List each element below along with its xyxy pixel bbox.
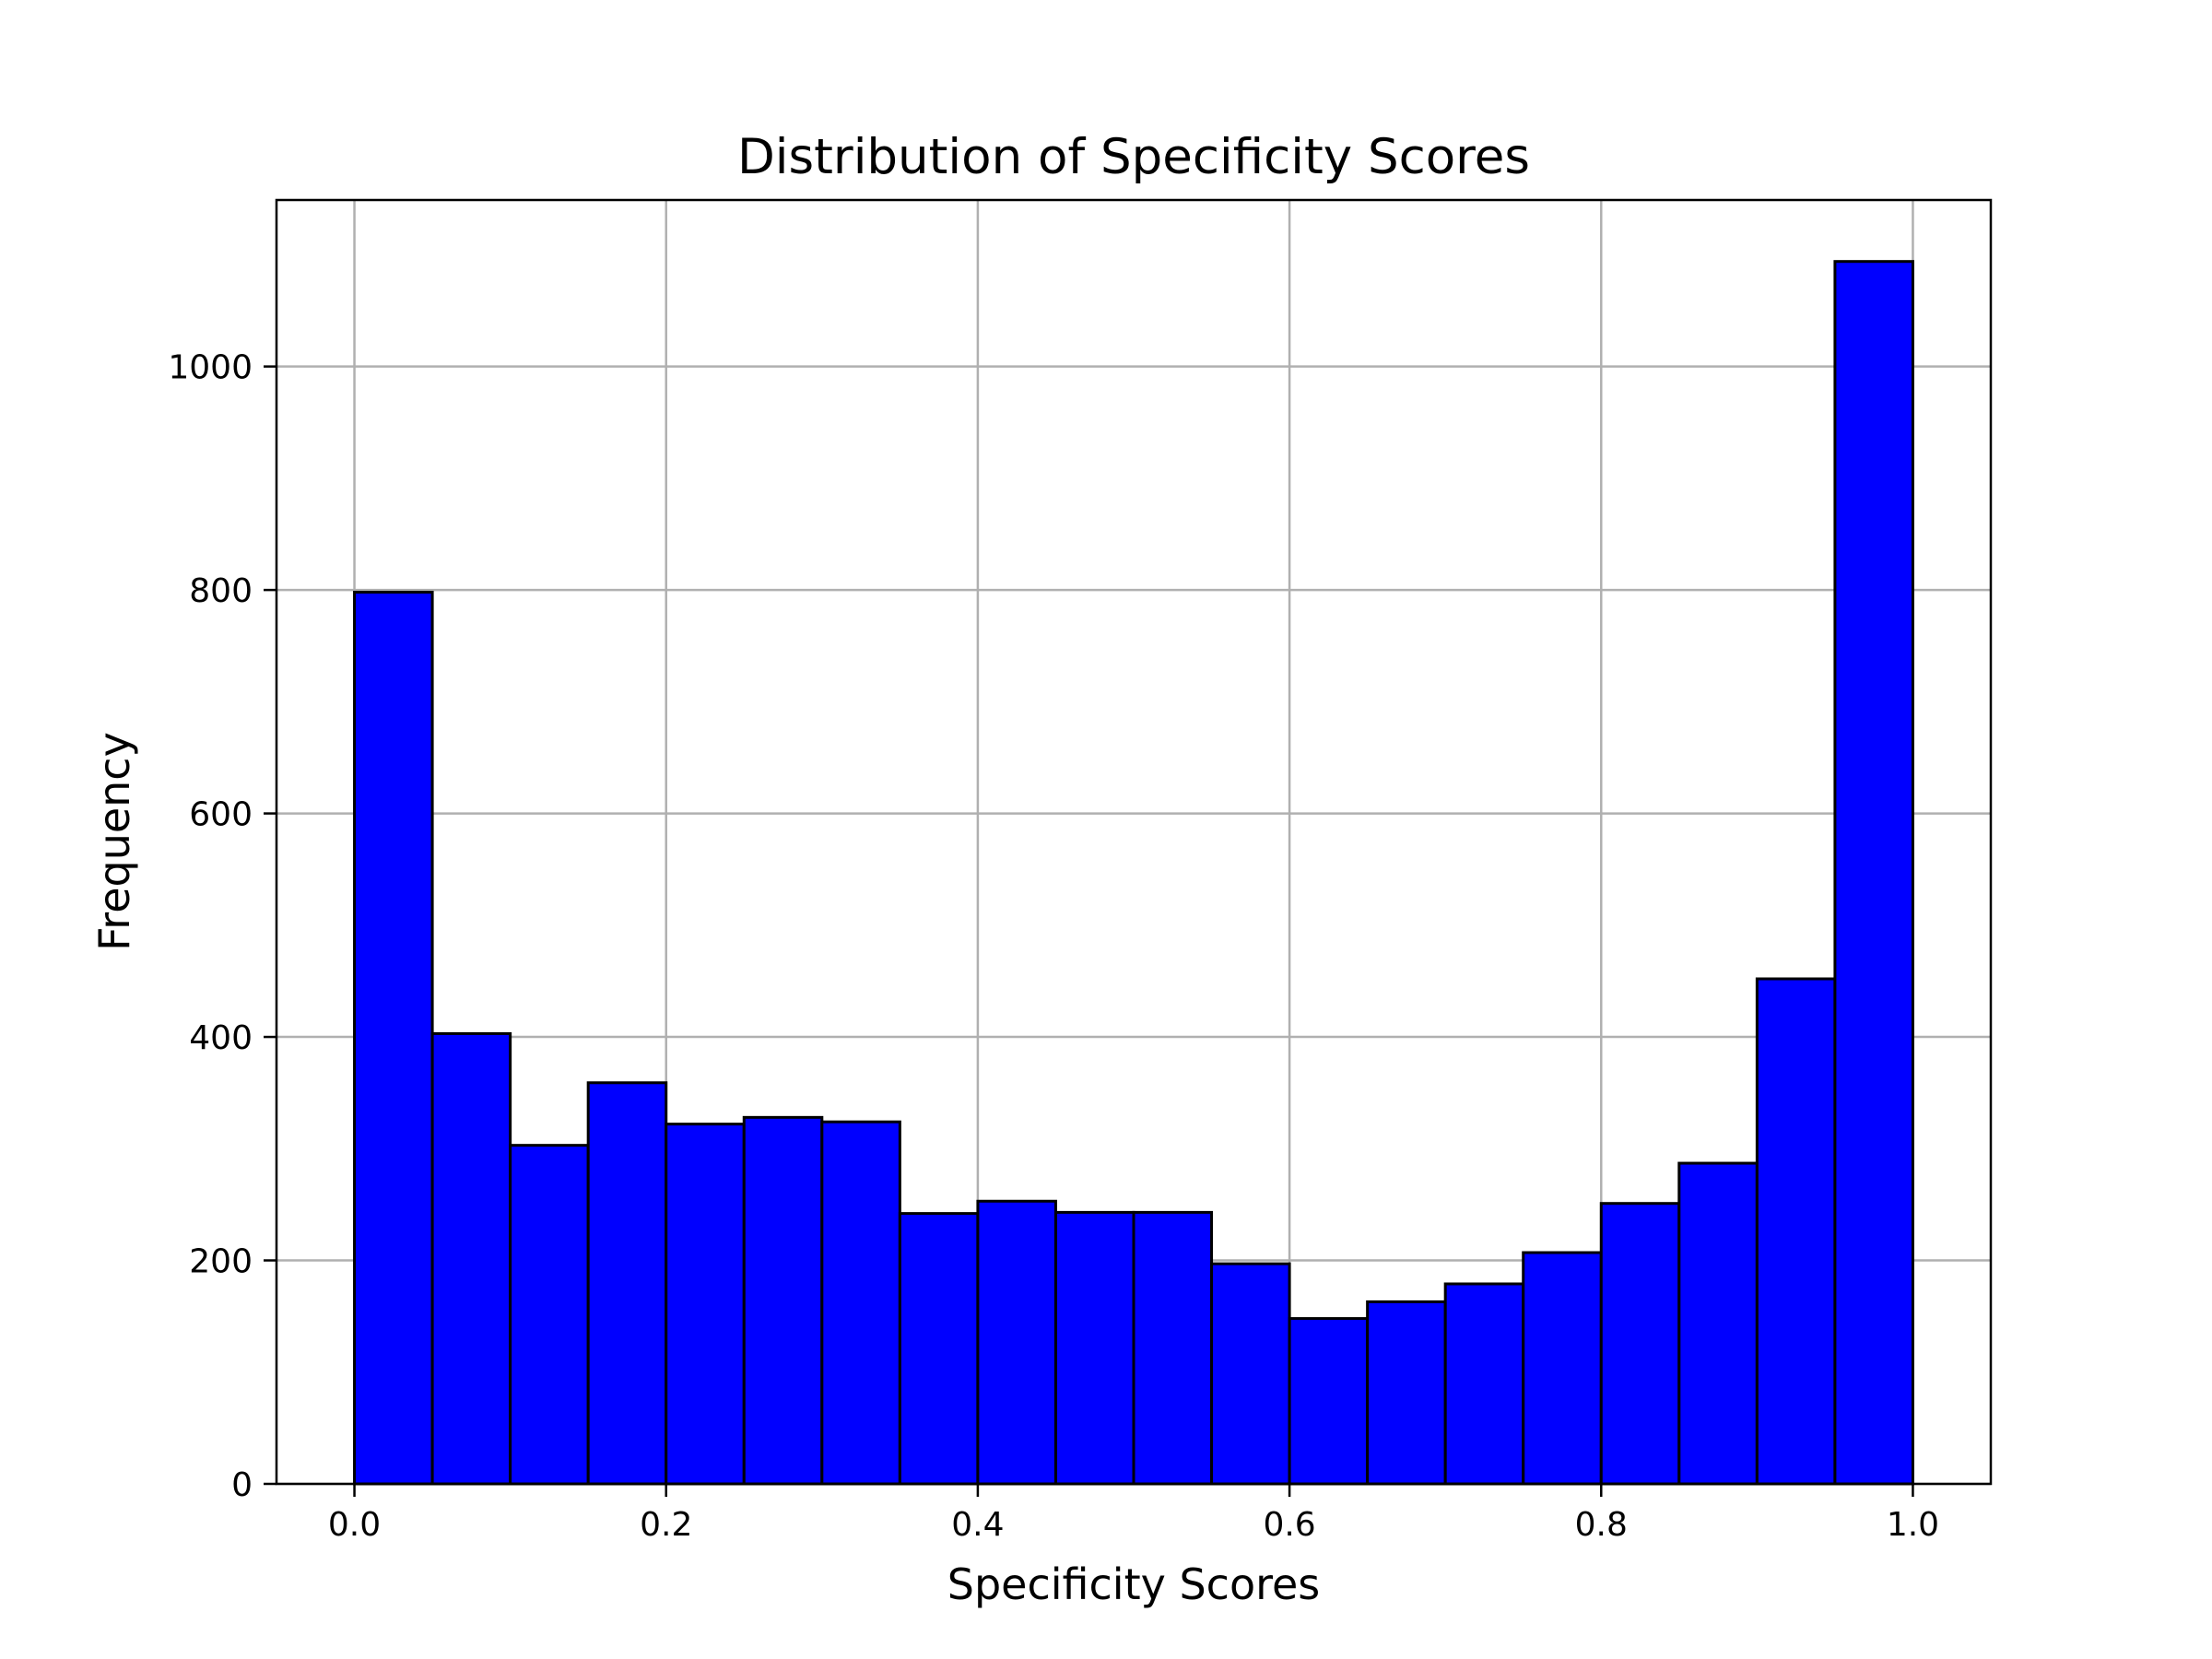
y-tick-label: 200 [189,1243,253,1281]
histogram-bar [353,591,434,1486]
y-tick-label: 800 [189,572,253,610]
histogram-bar [742,1115,824,1486]
histogram-bar [509,1144,590,1486]
histogram-bar [1366,1300,1447,1486]
x-tick-label: 0.2 [640,1506,692,1544]
y-axis-label: Frequency [89,732,139,951]
x-tick-label: 0.6 [1263,1506,1315,1544]
histogram-bar [1443,1282,1525,1486]
histogram-bar [665,1123,746,1486]
histogram-bar [430,1031,512,1486]
histogram-bar [1755,977,1837,1486]
histogram-bar [1677,1161,1759,1486]
y-tick-label: 1000 [168,349,253,387]
x-axis-label: Specificity Scores [947,1559,1321,1609]
bars [353,260,1914,1486]
x-tick-label: 0.8 [1575,1506,1628,1544]
y-tick-label: 600 [189,796,253,834]
x-tick-label: 1.0 [1887,1506,1939,1544]
chart-title: Distribution of Specificity Scores [737,129,1530,185]
plot-frame [275,198,1993,1486]
histogram-bar [820,1120,901,1486]
histogram-bar [1053,1210,1135,1486]
histogram-bar [1833,260,1914,1486]
y-tick-label: 400 [189,1019,253,1057]
histogram-bar [1522,1251,1603,1486]
ticks: 0.0 0.2 0.4 0.6 0.8 1.0 0 200 400 600 800 1000 [168,349,1939,1544]
x-tick-label: 0.4 [951,1506,1004,1544]
histogram-bar [1210,1262,1291,1486]
histogram-bar [976,1199,1057,1486]
y-tick-label: 0 [231,1466,253,1504]
histogram-bar [1599,1202,1681,1486]
histogram-bar [898,1212,980,1486]
histogram-bar [1288,1317,1370,1486]
x-tick-label: 0.0 [328,1506,381,1544]
histogram-bar [586,1081,668,1486]
histogram-bar [1132,1210,1214,1486]
